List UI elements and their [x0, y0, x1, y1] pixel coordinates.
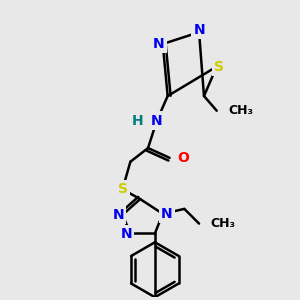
- Text: N: N: [151, 114, 163, 128]
- Text: H: H: [131, 114, 143, 128]
- Text: N: N: [161, 207, 172, 221]
- Text: N: N: [193, 23, 205, 37]
- Text: CH₃: CH₃: [229, 104, 253, 117]
- Text: N: N: [121, 227, 132, 242]
- Text: S: S: [118, 182, 128, 196]
- Text: S: S: [214, 60, 224, 74]
- Text: CH₃: CH₃: [211, 217, 236, 230]
- Text: N: N: [113, 208, 124, 222]
- Text: N: N: [153, 37, 165, 51]
- Text: O: O: [178, 151, 189, 165]
